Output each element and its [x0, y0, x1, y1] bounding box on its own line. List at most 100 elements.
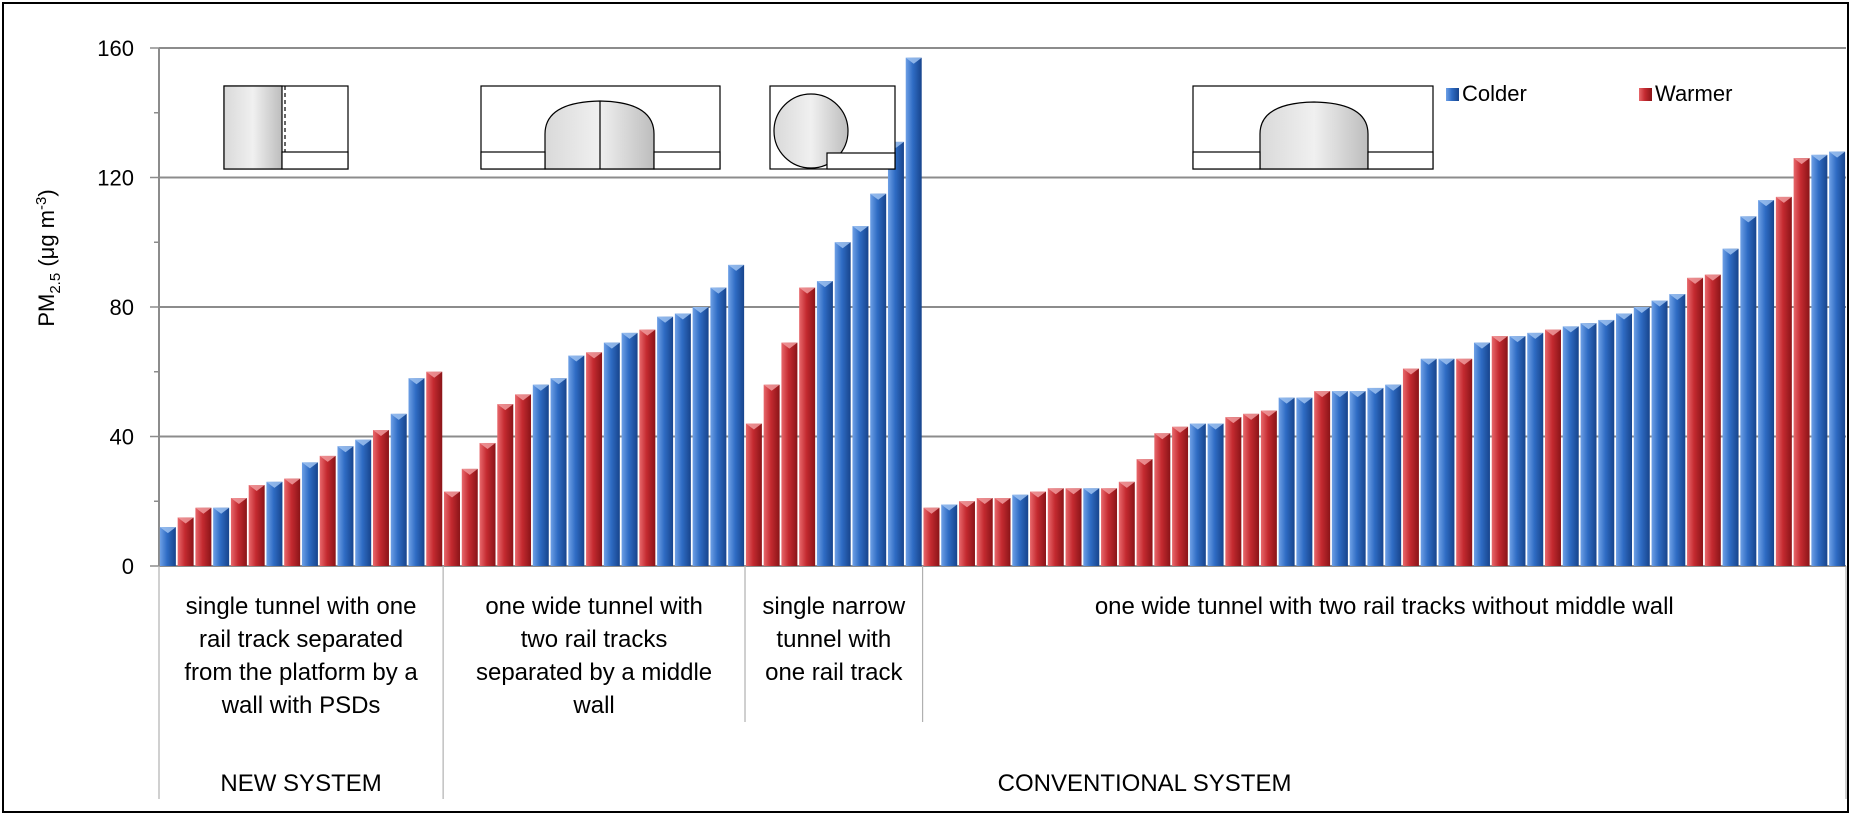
bar-cap	[1278, 397, 1295, 404]
bar-cap	[301, 462, 318, 469]
bar-cap	[568, 355, 585, 362]
legend-swatch-colder	[1446, 88, 1459, 101]
bar-warmer	[1136, 459, 1153, 566]
bar-cap	[905, 57, 922, 64]
bar-cap	[586, 352, 603, 359]
bar-colder	[550, 378, 567, 566]
bar-colder	[870, 193, 887, 566]
bar-warmer	[781, 342, 798, 566]
bar-colder	[1829, 151, 1846, 566]
bar-cap	[1083, 488, 1100, 495]
bar-cap	[1438, 358, 1455, 365]
legend-label-colder: Colder	[1462, 81, 1527, 106]
bar-cap	[1225, 417, 1242, 424]
bar-warmer	[994, 498, 1011, 566]
category-label: wall with PSDs	[221, 692, 381, 719]
bar-colder	[1083, 488, 1100, 566]
bar-cap	[1598, 319, 1615, 326]
bar-warmer	[1402, 368, 1419, 566]
bar-colder	[657, 316, 674, 566]
bar-colder	[1296, 397, 1313, 566]
y-label-sup: -3	[33, 197, 50, 210]
bar-warmer	[639, 329, 656, 566]
bar-colder	[834, 242, 851, 566]
bar-colder	[603, 342, 620, 566]
bar-cap	[1669, 294, 1686, 301]
bar-colder	[1562, 326, 1579, 566]
bar-cap	[266, 481, 283, 488]
bar-chart: 0 40 80 120 160 PM2.5 (μg m-3) single tunnel…	[33, 36, 1847, 799]
bar-cap	[408, 378, 425, 385]
bar-warmer	[745, 423, 762, 566]
bar-warmer	[1118, 481, 1135, 566]
bar-cap	[621, 332, 638, 339]
narrow-tunnel-icon	[769, 85, 896, 170]
bar-cap	[479, 442, 496, 449]
bar-warmer	[195, 507, 212, 566]
bar-colder	[337, 446, 354, 566]
y-tick-label: 0	[122, 554, 134, 579]
bar-warmer	[1775, 196, 1792, 566]
bar-colder	[905, 57, 922, 567]
bar-cap	[1367, 387, 1384, 394]
bar-colder	[1012, 494, 1029, 566]
bar-warmer	[1225, 417, 1242, 566]
bar-cap	[710, 287, 727, 294]
bar-cap	[1722, 248, 1739, 255]
bar-colder	[887, 141, 904, 566]
bar-colder	[1438, 358, 1455, 566]
category-label: from the platform by a	[184, 659, 418, 686]
system-label-new: NEW SYSTEM	[220, 770, 381, 797]
category-label: one rail track	[765, 659, 903, 686]
y-label-unit-close: )	[34, 189, 59, 196]
bar-warmer	[799, 287, 816, 566]
bar-colder	[408, 378, 425, 566]
bar-cap	[390, 413, 407, 420]
bar-colder	[532, 384, 549, 566]
bar-warmer	[1030, 491, 1046, 566]
bar-colder	[852, 226, 869, 566]
bar-warmer	[177, 517, 194, 566]
bar-cap	[426, 371, 443, 378]
bar-warmer	[372, 430, 389, 566]
bar-cap	[1189, 423, 1206, 430]
bar-cap	[1030, 491, 1047, 498]
legend-swatch-warmer	[1639, 88, 1652, 101]
bar-cap	[1331, 391, 1348, 398]
bar-cap	[1758, 200, 1775, 207]
bar-colder	[1651, 300, 1668, 566]
bar-warmer	[1260, 410, 1277, 566]
category-label: single narrow	[762, 593, 905, 620]
bar-warmer	[230, 498, 247, 566]
bar-cap	[195, 507, 212, 514]
bar-colder	[710, 287, 727, 566]
bar-cap	[781, 342, 798, 349]
bar-cap	[816, 281, 833, 288]
bar-cap	[532, 384, 549, 391]
bar-warmer	[284, 478, 301, 566]
bar-cap	[1314, 391, 1331, 398]
system-label-conventional: CONVENTIONAL SYSTEM	[998, 770, 1292, 797]
bar-cap	[1012, 494, 1029, 501]
bar-colder	[1349, 391, 1366, 566]
bar-cap	[852, 226, 869, 233]
y-tick-label: 120	[97, 166, 134, 191]
bar-cap	[248, 485, 265, 492]
bar-warmer	[923, 507, 940, 566]
bar-cap	[1154, 433, 1171, 440]
bar-cap	[1704, 274, 1721, 281]
bar-cap	[1047, 488, 1064, 495]
bar-colder	[1758, 200, 1775, 566]
bar-warmer	[1047, 488, 1064, 566]
bar-warmer	[1704, 274, 1721, 567]
bar-cap	[1545, 329, 1561, 336]
bar-cap	[1385, 384, 1402, 391]
bar-cap	[1136, 459, 1153, 466]
bar-cap	[870, 193, 887, 200]
bar-warmer	[1491, 336, 1508, 566]
bar-cap	[657, 316, 674, 323]
bar-warmer	[1154, 433, 1171, 566]
category-label: two rail tracks	[521, 626, 668, 653]
bar-colder	[266, 481, 283, 566]
